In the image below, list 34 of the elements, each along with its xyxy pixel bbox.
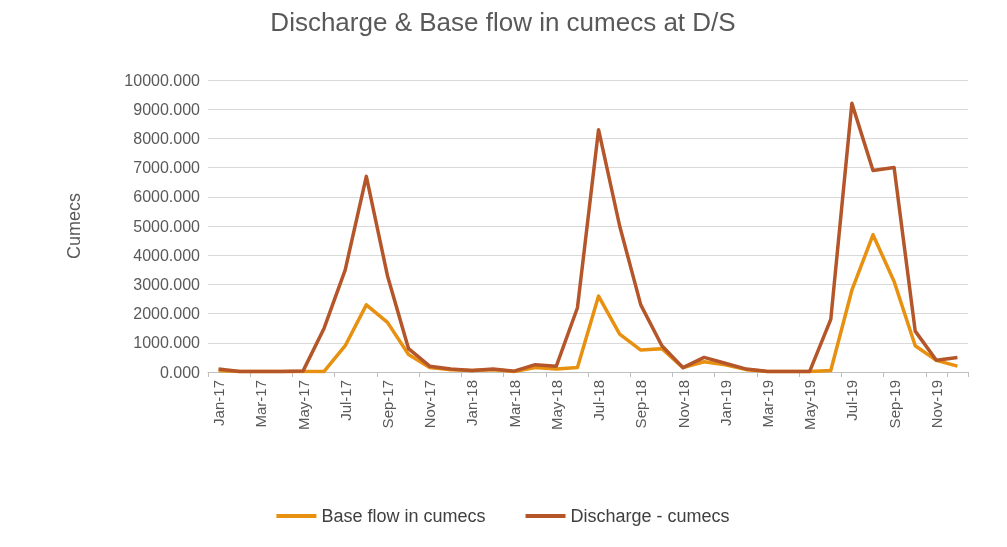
y-tick-label: 0.000 — [159, 363, 201, 381]
x-tick-label: Nov-17 — [421, 380, 439, 429]
x-tick-label: Jul-19 — [843, 380, 861, 421]
x-tick-label: Jul-18 — [590, 380, 608, 421]
x-tick-label: Mar-17 — [252, 380, 270, 428]
y-tick-label: 6000.000 — [133, 188, 201, 206]
x-tick-label: Jul-17 — [336, 380, 354, 421]
y-tick-label: 8000.000 — [133, 129, 201, 147]
x-tick-label: Jan-18 — [463, 380, 481, 426]
x-tick-label: May-18 — [547, 380, 565, 431]
line-series — [216, 101, 960, 374]
x-tick-label: Sep-17 — [378, 380, 396, 429]
x-tick-label: Mar-19 — [758, 380, 776, 428]
x-tick-label: Jan-17 — [210, 380, 228, 426]
y-tick-label: 4000.000 — [133, 246, 201, 264]
y-tick-label: 2000.000 — [133, 305, 201, 323]
legend-label: Base flow in cumecs — [321, 506, 486, 526]
y-tick-label: 5000.000 — [133, 217, 201, 235]
y-tick-label: 9000.000 — [133, 100, 201, 118]
y-tick-label: 1000.000 — [133, 334, 201, 352]
y-tick-label: 7000.000 — [133, 159, 201, 177]
x-tick-label: Nov-18 — [674, 380, 692, 429]
x-tick-label: Sep-18 — [632, 380, 650, 429]
x-tick-label: May-17 — [294, 380, 312, 431]
y-tick-label: 10000.000 — [124, 71, 201, 89]
x-tick-label: Sep-19 — [885, 380, 903, 429]
y-axis-title: Cumecs — [64, 192, 84, 260]
x-tick-label: Nov-19 — [927, 380, 945, 429]
y-tick-label: 3000.000 — [133, 275, 201, 293]
chart-title: Discharge & Base flow in cumecs at D/S — [270, 7, 736, 37]
x-tick-label: Jan-19 — [716, 380, 734, 426]
x-tick-label: Mar-18 — [505, 380, 523, 428]
legend-label: Discharge - cumecs — [570, 506, 730, 526]
x-tick-label: May-19 — [801, 380, 819, 431]
